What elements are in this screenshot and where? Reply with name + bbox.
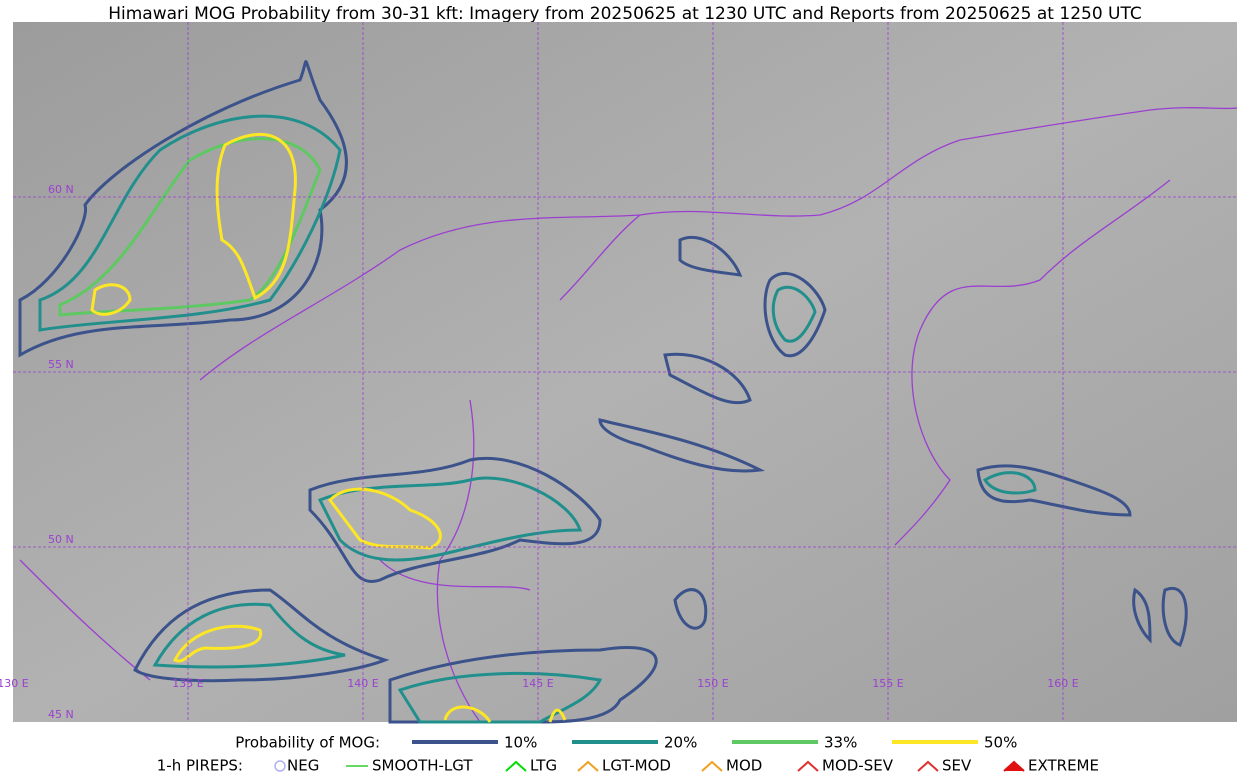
legend-title: Probability of MOG: [235, 734, 380, 752]
pirep-symbol [577, 760, 599, 772]
lon-label: 150 E [697, 677, 728, 690]
legend-label: 33% [824, 734, 857, 752]
legend-label: LTG [530, 757, 557, 775]
map: 60 N 55 N 50 N 45 N 130 E 135 E 140 E 145 E 150 … [0, 22, 1238, 724]
legend-label: MOD-SEV [822, 757, 894, 775]
lon-label: 145 E [522, 677, 553, 690]
legend-label: LGT-MOD [602, 757, 671, 775]
coastline [19, 107, 1238, 723]
legend-label: SMOOTH-LGT [372, 757, 473, 775]
pirep-symbol [274, 760, 286, 772]
lat-label: 45 N [48, 708, 74, 721]
contours [18, 60, 1188, 724]
lon-label: 155 E [872, 677, 903, 690]
pirep-symbol [1003, 760, 1025, 772]
legend-title: 1-h PIREPS: [157, 757, 243, 775]
lon-label: 135 E [172, 677, 203, 690]
lon-label: 130 E [0, 677, 29, 690]
lat-label: 60 N [48, 183, 74, 196]
legend-label: MOD [726, 757, 762, 775]
legend-label: 20% [664, 734, 697, 752]
pirep-symbol [701, 760, 723, 772]
legend-label: 50% [984, 734, 1017, 752]
lat-label: 50 N [48, 533, 74, 546]
lon-label: 160 E [1047, 677, 1078, 690]
lon-label: 140 E [347, 677, 378, 690]
legend: Probability of MOG: 10% 20% 33% 50% 1-h PIREP… [157, 734, 1099, 775]
lat-label: 55 N [48, 358, 74, 371]
graticule: 60 N 55 N 50 N 45 N 130 E 135 E 140 E 145 E 150 … [0, 22, 1237, 722]
legend-label: NEG [287, 757, 319, 775]
pirep-symbol [797, 760, 819, 772]
pirep-symbol [917, 760, 939, 772]
title: Himawari MOG Probability from 30-31 kft:… [108, 4, 1142, 24]
legend-label: SEV [942, 757, 972, 775]
legend-label: 10% [504, 734, 537, 752]
pirep-symbol [505, 760, 527, 772]
legend-label: EXTREME [1028, 757, 1099, 775]
